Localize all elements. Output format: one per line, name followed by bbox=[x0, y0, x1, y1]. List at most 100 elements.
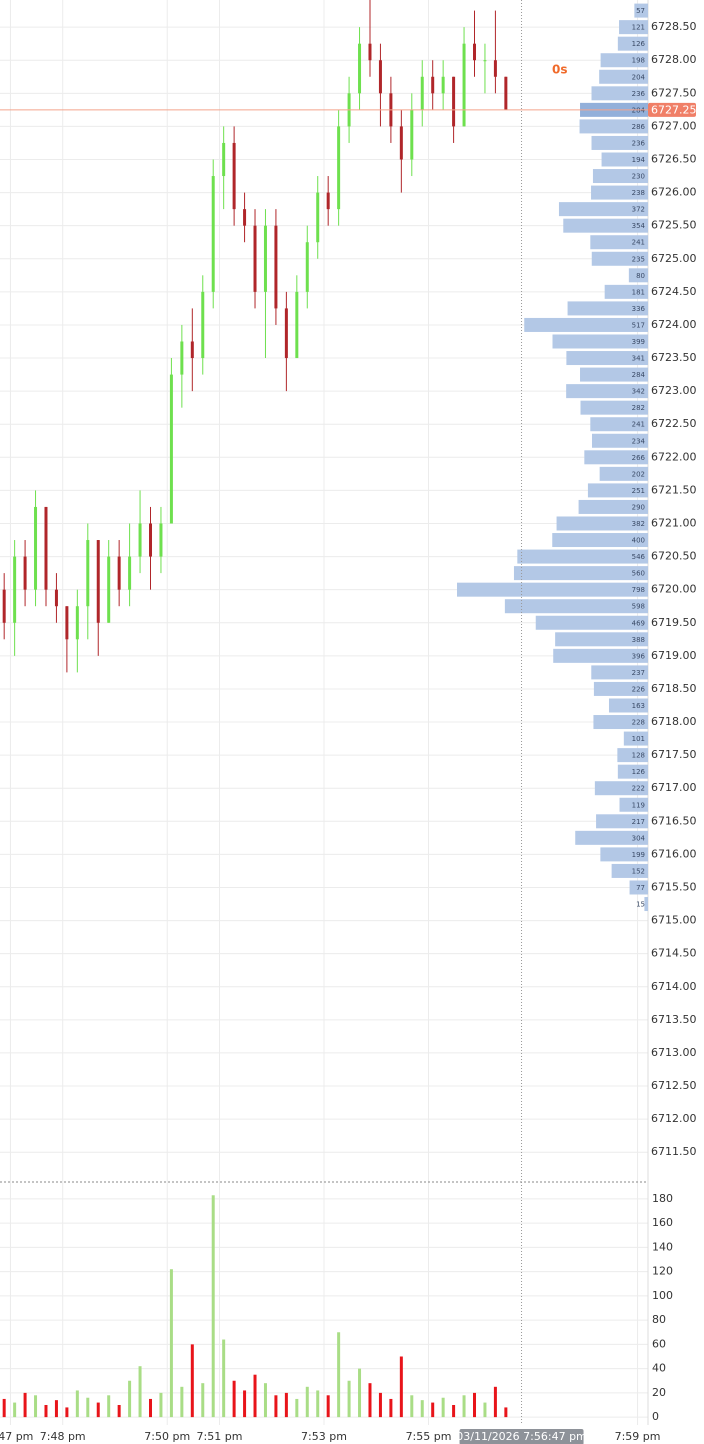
volume-bar bbox=[337, 1332, 341, 1418]
volume-bar bbox=[399, 1356, 403, 1418]
volume-profile-bar bbox=[590, 417, 648, 432]
y-tick-label: 6716.00 bbox=[651, 847, 697, 860]
volume-profile-label: 77 bbox=[636, 884, 645, 892]
volume-profile-label: 282 bbox=[632, 404, 645, 412]
volume-profile-label: 226 bbox=[632, 685, 646, 693]
volume-profile-label: 194 bbox=[632, 156, 646, 164]
volume-profile-label: 341 bbox=[632, 355, 645, 363]
volume-profile-label: 336 bbox=[632, 305, 646, 313]
candle-body bbox=[295, 291, 299, 359]
volume-profile-label: 235 bbox=[632, 255, 645, 263]
volume-bar bbox=[431, 1402, 435, 1418]
y-tick-label: 6724.00 bbox=[651, 318, 697, 331]
candle-body bbox=[316, 192, 320, 243]
volume-profile-label: 202 bbox=[632, 470, 645, 478]
volume-bar bbox=[96, 1402, 100, 1418]
volume-profile-label: 251 bbox=[632, 487, 645, 495]
volume-bar bbox=[54, 1400, 58, 1418]
vp-layer: 57 121 126 198 204 236 284 286 236 194 230 238 372 35… bbox=[457, 3, 648, 912]
candle-body bbox=[378, 60, 382, 94]
volume-profile-label: 234 bbox=[632, 437, 646, 445]
candle-body bbox=[34, 506, 38, 590]
y-tick-label: 6728.00 bbox=[651, 53, 697, 66]
candle-body bbox=[149, 523, 153, 557]
volume-profile-label: 217 bbox=[632, 818, 645, 826]
volume-profile-bar bbox=[587, 483, 648, 498]
volume-bar bbox=[180, 1386, 184, 1418]
volume-profile-label: 598 bbox=[632, 603, 645, 611]
candle-body bbox=[243, 209, 247, 226]
volume-profile-bar bbox=[584, 450, 648, 465]
volume-profile-bar bbox=[566, 351, 648, 366]
volume-profile-label: 15 bbox=[636, 901, 645, 909]
candle-body bbox=[274, 225, 278, 309]
volume-profile-bar bbox=[555, 632, 648, 647]
candles-layer bbox=[2, 0, 508, 673]
volume-profile-bar bbox=[575, 830, 648, 845]
y-tick-label: 6727.50 bbox=[651, 86, 697, 99]
y-tick-label: 6715.00 bbox=[651, 914, 697, 927]
candle-body bbox=[13, 556, 17, 623]
volume-profile-bar bbox=[504, 599, 648, 614]
volume-profile-label: 204 bbox=[632, 73, 646, 81]
candle-body bbox=[211, 176, 215, 292]
volume-bar bbox=[504, 1407, 508, 1418]
volume-profile-bar bbox=[563, 218, 648, 233]
volume-bar bbox=[138, 1366, 142, 1418]
volume-bar bbox=[284, 1392, 288, 1418]
volume-profile-label: 560 bbox=[632, 570, 645, 578]
volume-bar bbox=[295, 1398, 299, 1418]
volume-profile-bar bbox=[517, 549, 648, 564]
candle-body bbox=[117, 556, 121, 590]
candle-body bbox=[232, 142, 236, 210]
candle-body bbox=[441, 76, 445, 94]
candle-body bbox=[410, 109, 414, 160]
y-tick-label: 6715.50 bbox=[651, 880, 697, 893]
volume-bar bbox=[378, 1392, 382, 1418]
y-tick-label: 6713.00 bbox=[651, 1046, 697, 1059]
volume-profile-bar bbox=[556, 516, 648, 531]
y-tick-label: 6721.00 bbox=[651, 516, 697, 529]
candle-body bbox=[483, 60, 487, 62]
volume-profile-label: 222 bbox=[632, 785, 645, 793]
y-tick-label: 6711.50 bbox=[651, 1145, 697, 1158]
volume-bar bbox=[222, 1339, 226, 1418]
volume-profile-bar bbox=[611, 863, 648, 878]
y-tick-label: 6720.00 bbox=[651, 583, 697, 596]
volume-profile-bar bbox=[593, 681, 648, 696]
volume-bar bbox=[263, 1383, 267, 1418]
volume-tick-label: 80 bbox=[652, 1313, 666, 1326]
volume-bar bbox=[159, 1392, 163, 1418]
volume-profile-bar bbox=[628, 268, 648, 283]
volume-tick-label: 100 bbox=[652, 1289, 673, 1302]
volume-profile-label: 237 bbox=[632, 669, 645, 677]
current-price-box bbox=[648, 102, 696, 117]
volume-profile-label: 236 bbox=[632, 139, 646, 147]
volume-bar bbox=[107, 1395, 111, 1418]
y-tick-label: 6727.00 bbox=[651, 119, 697, 132]
candle-body bbox=[368, 43, 372, 61]
volume-profile-bar bbox=[619, 797, 648, 812]
crosshair-label: 03/11/2026 7:56:47 pm bbox=[456, 1430, 587, 1443]
vol-layer bbox=[2, 1195, 508, 1418]
volume-profile-bar bbox=[634, 3, 648, 18]
volume-bar bbox=[462, 1395, 466, 1418]
y-tick-label: 6722.50 bbox=[651, 417, 697, 430]
candle-body bbox=[128, 556, 132, 590]
volume-profile-label: 230 bbox=[632, 173, 645, 181]
y-tick-label: 6726.00 bbox=[651, 186, 697, 199]
y-tick-label: 6724.50 bbox=[651, 285, 697, 298]
volume-profile-bar bbox=[599, 69, 648, 84]
volume-tick-label: 120 bbox=[652, 1265, 673, 1278]
volume-profile-label: 126 bbox=[632, 40, 646, 48]
axis-layer: 7:47 pm 7:48 pm 7:50 pm 7:51 pm 7:53 pm 7:55 … bbox=[0, 20, 697, 1444]
volume-bar bbox=[13, 1402, 17, 1418]
volume-bar bbox=[316, 1390, 320, 1418]
volume-profile-label: 354 bbox=[632, 222, 646, 230]
candle-body bbox=[222, 142, 226, 177]
volume-bar bbox=[34, 1395, 38, 1418]
volume-profile-bar bbox=[593, 715, 648, 730]
x-tick-label: 7:47 pm bbox=[0, 1430, 33, 1443]
volume-bar bbox=[128, 1380, 132, 1418]
over-layer: 6727.25 bbox=[0, 0, 697, 1425]
